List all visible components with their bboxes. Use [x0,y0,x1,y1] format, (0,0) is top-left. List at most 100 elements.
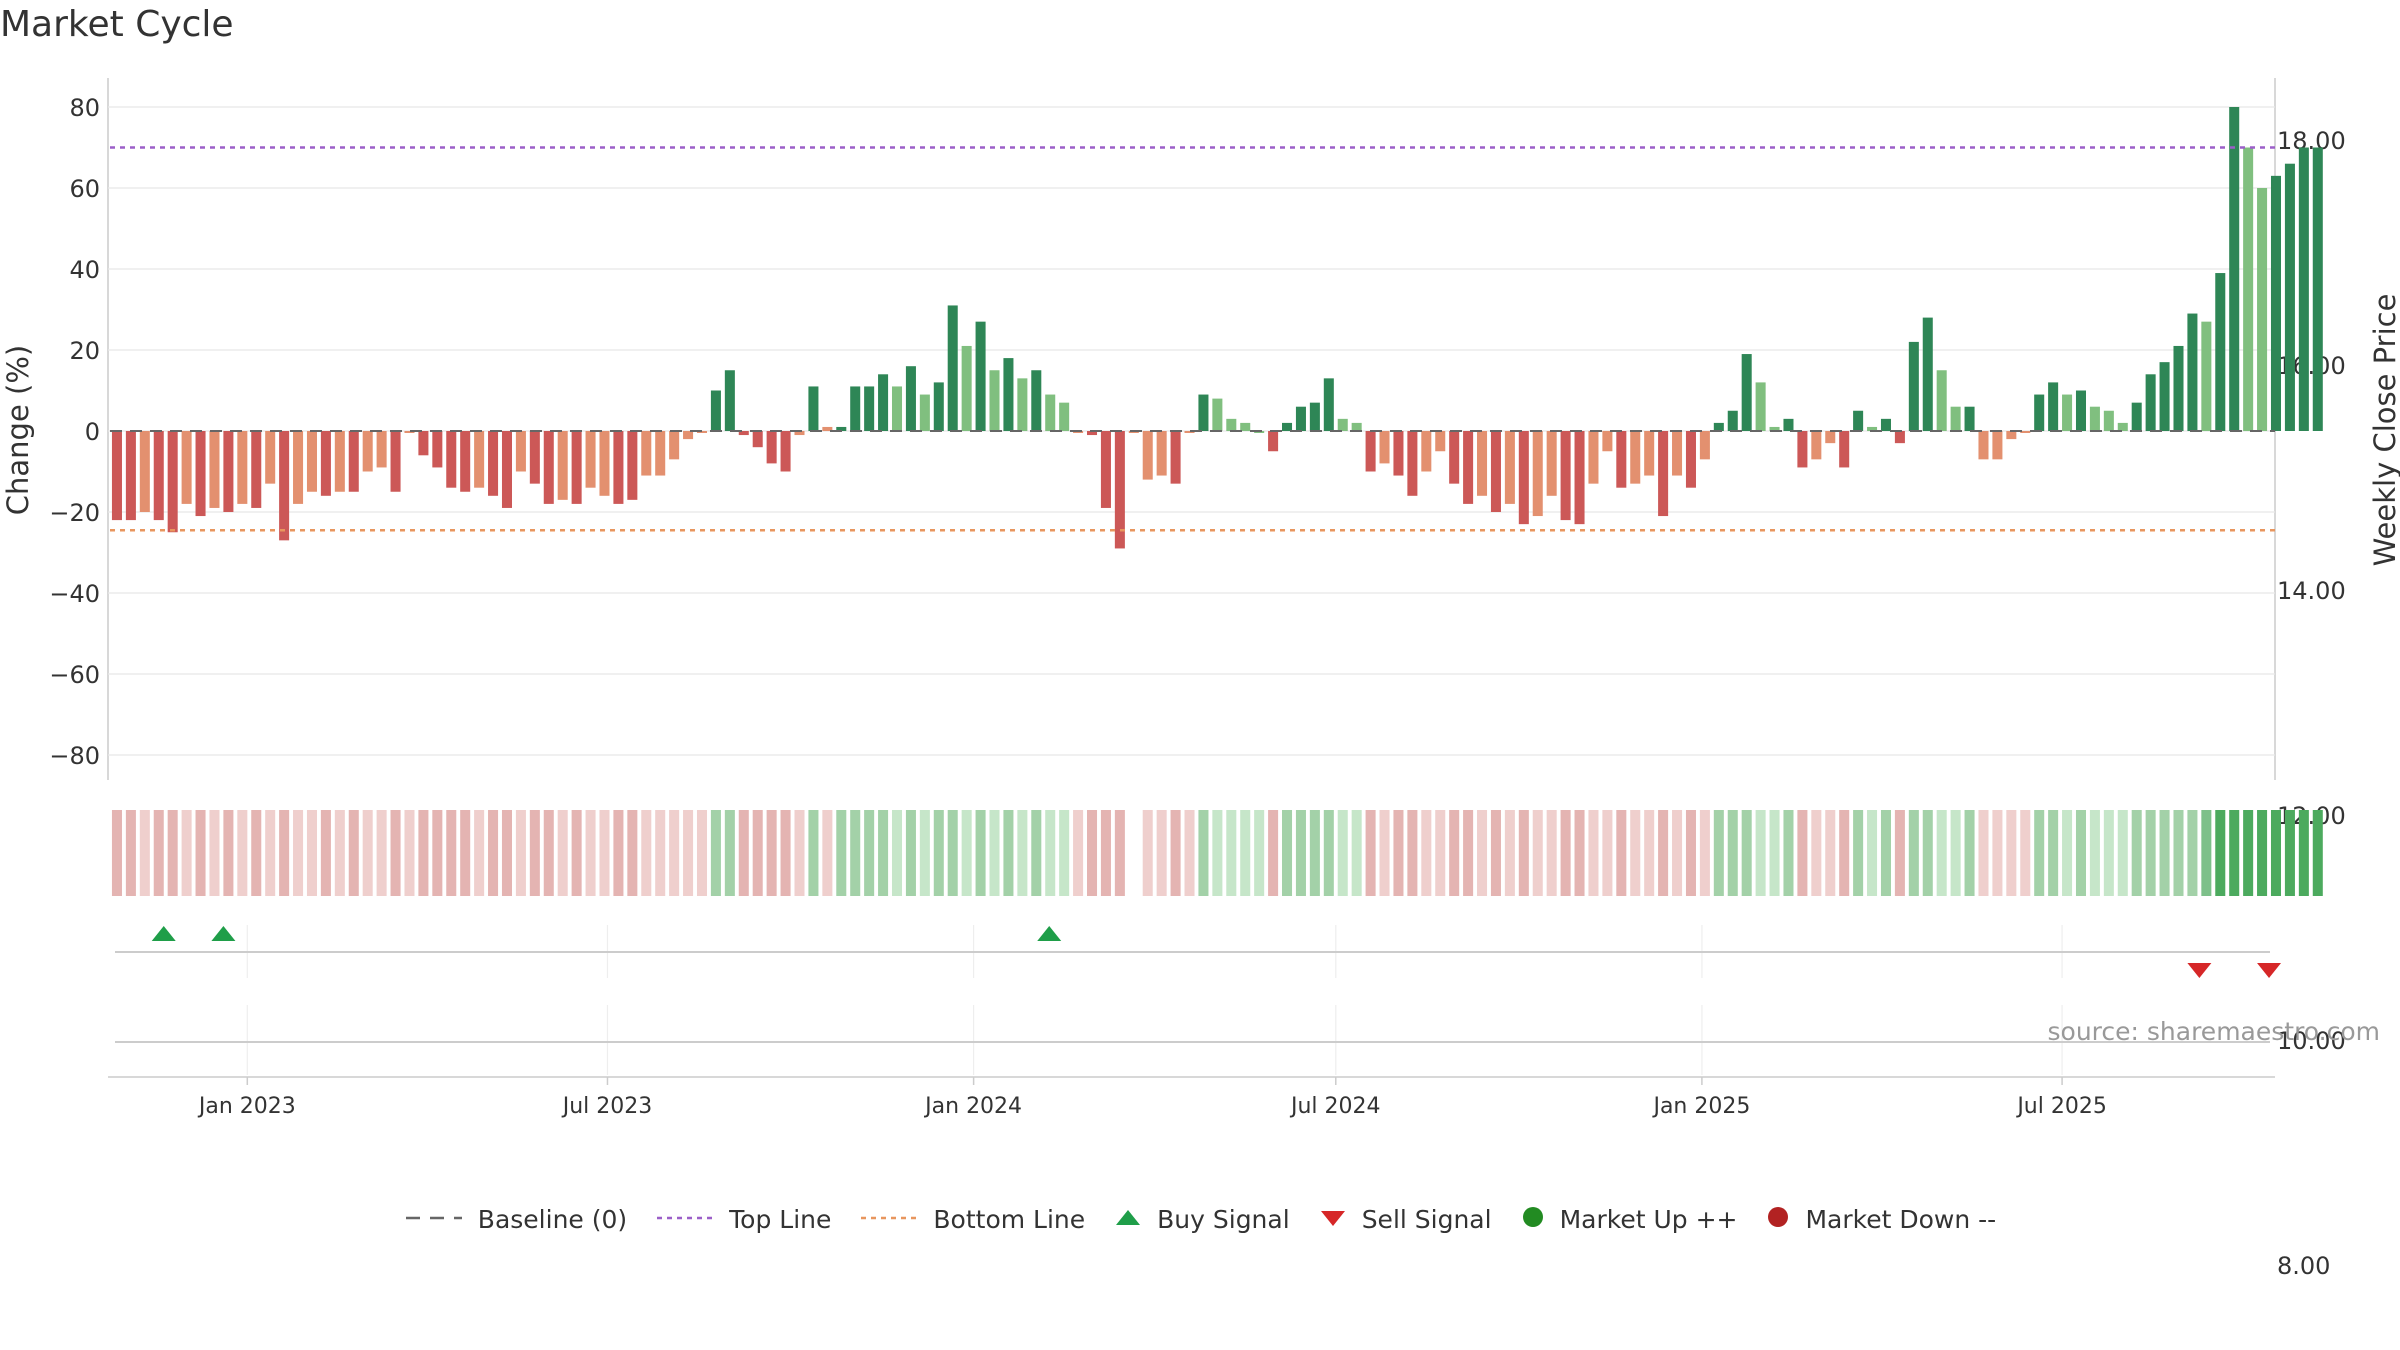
strip-cell [1184,810,1195,896]
bar [1003,358,1014,431]
y-tick-label: 60 [69,175,100,203]
strip-cell [1323,810,1334,896]
strip-cell [738,810,749,896]
strip-cell [1894,810,1905,896]
strip-cell [390,810,401,896]
strip-cell [1226,810,1237,896]
y2-tick-label: 8.00 [2277,1252,2330,1280]
bar [474,431,485,488]
strip-cell [1839,810,1850,896]
bar [780,431,791,472]
strip-cell [1908,810,1919,896]
strip-cell [2270,810,2282,896]
bar [738,431,749,436]
strip-cell [2034,810,2045,896]
bar [2159,362,2170,431]
strip-cell [2089,810,2100,896]
bar [1059,402,1070,431]
strip-cell [1504,810,1515,896]
bar [2257,188,2268,431]
strip-cell [1727,810,1738,896]
strip-cell [418,810,429,896]
y2-axis-title: Weekly Close Price [2368,294,2400,567]
strip-cell [2062,810,2073,896]
bar [1226,418,1237,431]
strip-cell [348,810,359,896]
bar [1421,431,1432,472]
strip-cell [696,810,708,896]
bar [1504,431,1515,504]
strip-cell [362,810,373,896]
sell-signal-marker [2257,963,2282,978]
bar-series [111,107,2323,549]
bar [2089,406,2100,431]
strip-cell [2159,810,2170,896]
strip-cell [1825,810,1836,896]
bar [265,431,276,484]
up-legend-icon [1520,1205,1560,1234]
bar [515,431,526,472]
bar [1407,431,1418,496]
bar [1908,341,1919,431]
strip-cell [1379,810,1390,896]
bar [836,426,847,431]
bar [1853,410,1864,431]
bar [2298,147,2309,431]
bar [850,386,861,431]
down-legend-icon [1765,1205,1805,1234]
bar [1142,431,1153,480]
strip-cell [836,810,847,896]
strip-cell [279,810,290,896]
bar [1602,431,1613,452]
bar [627,431,638,500]
strip-cell [808,810,819,896]
bar [543,431,554,504]
bar [2006,431,2017,440]
strip-cell [1964,810,1975,896]
strip-cell [1672,810,1683,896]
bar [2048,382,2059,431]
strip-cell [2257,810,2268,896]
y2-tick-label: 18.00 [2277,127,2346,155]
strip-cell [1449,810,1460,896]
bar [1797,431,1808,468]
strip-cell [1532,810,1543,896]
bar [1825,431,1836,444]
bar [1894,431,1905,444]
strip-cell [139,810,150,896]
bar [1309,402,1320,431]
bar [1212,398,1223,431]
strip-cell [1922,810,1933,896]
bar [808,386,819,431]
bar [905,366,916,431]
legend-label: Bottom Line [933,1205,1086,1234]
bar [501,431,512,508]
strip-cell [585,810,596,896]
bar [1546,431,1557,496]
legend-label: Baseline (0) [477,1205,628,1234]
bar [1699,431,1710,460]
legend-label: Market Up ++ [1559,1205,1738,1234]
bar [1518,431,1529,525]
strip-cell [1198,810,1209,896]
strip-cell [1518,810,1529,896]
bar [1560,431,1571,521]
strip-cell [2131,810,2142,896]
strip-cell [125,810,136,896]
strip-cell [1268,810,1279,896]
strip-cell [1685,810,1696,896]
bar [975,321,986,431]
bottom-legend-icon [859,1205,933,1234]
strip-cell [1560,810,1571,896]
legend-item-up: Market Up ++ [1520,1205,1738,1234]
bar [571,431,582,504]
bar [947,305,958,431]
bar [2215,273,2226,431]
bar [2103,410,2114,431]
strip-cell [1992,810,2003,896]
strip-cell [1059,810,1070,896]
y-axis-title: Change (%) [1,345,35,515]
bar [1449,431,1460,484]
strip-cell [1811,810,1822,896]
